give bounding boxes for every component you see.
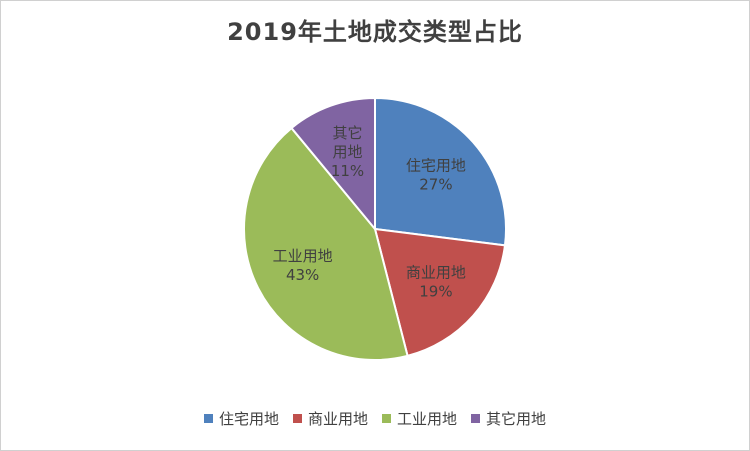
legend: 住宅用地 商业用地 工业用地 其它用地	[0, 408, 750, 429]
data-label-residential: 27%	[419, 175, 452, 193]
legend-swatch	[203, 414, 213, 423]
legend-label: 住宅用地	[218, 410, 279, 428]
legend-item-other: 其它用地	[471, 408, 546, 429]
legend-item-commercial: 商业用地	[292, 408, 368, 429]
legend-swatch	[471, 414, 481, 423]
pie-slice-other	[290, 96, 376, 232]
chart-title: 2019年土地成交类型占比	[227, 18, 523, 46]
data-label-other: 11%	[331, 162, 364, 180]
pie-slice-commercial	[373, 227, 507, 358]
legend-label: 商业用地	[307, 410, 368, 428]
category-label-other: 其它	[332, 124, 362, 142]
category-label-other: 用地	[332, 143, 362, 161]
legend-item-residential: 住宅用地	[203, 408, 279, 429]
category-label-residential: 住宅用地	[406, 156, 466, 174]
pie-slice-industrial	[243, 126, 409, 361]
category-label-industrial: 工业用地	[273, 247, 333, 265]
legend-swatch	[292, 414, 302, 423]
data-label-industrial: 43%	[286, 266, 319, 284]
legend-item-industrial: 工业用地	[382, 408, 457, 429]
category-label-commercial: 商业用地	[406, 264, 466, 282]
legend-label: 其它用地	[486, 410, 547, 428]
pie-slice-residential	[374, 96, 507, 247]
legend-label: 工业用地	[397, 410, 458, 428]
data-label-commercial: 19%	[419, 283, 452, 301]
legend-swatch	[382, 414, 391, 423]
